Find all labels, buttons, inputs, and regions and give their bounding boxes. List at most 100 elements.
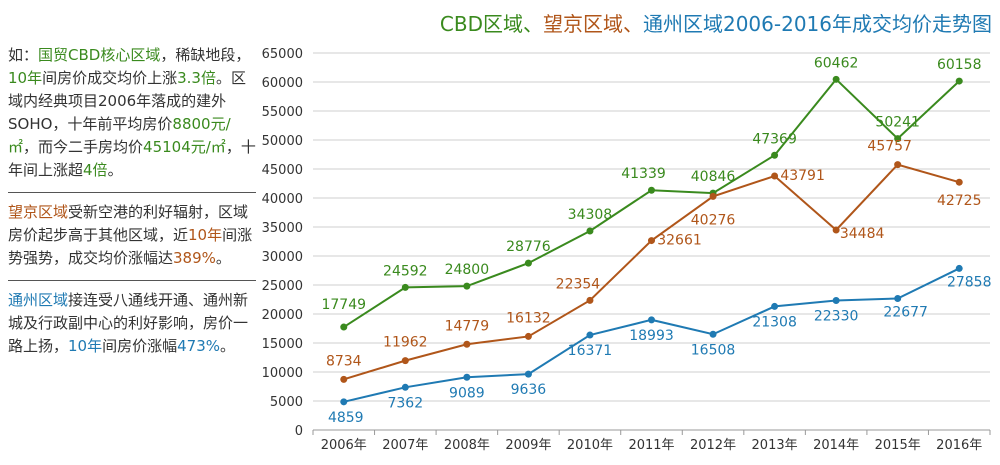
commentary-text: 。区域内经典项目2006年落成的建外SOHO，十年前平均房价 xyxy=(8,69,246,133)
commentary-text: 接连受八通线开通、通州新城及行政副中心的利好影响，房价一路上扬， xyxy=(8,291,249,355)
wangjing-data-point xyxy=(771,172,779,180)
wangjing-data-label: 11962 xyxy=(383,335,428,351)
commentary-text: 如： xyxy=(8,46,39,64)
cbd-data-label: 50241 xyxy=(875,115,920,131)
commentary-text: 10年 xyxy=(8,69,43,87)
wangjing-data-point xyxy=(340,375,348,383)
wangjing-data-point xyxy=(709,192,717,200)
wangjing-data-point xyxy=(401,357,409,365)
tongzhou-data-label: 16508 xyxy=(691,342,736,358)
commentary-text: 8800元/㎡ xyxy=(8,115,231,156)
wangjing-data-point xyxy=(463,340,471,348)
cbd-data-label: 47369 xyxy=(752,131,797,147)
cbd-data-label: 24800 xyxy=(445,262,490,278)
y-tick-label: 25000 xyxy=(262,279,303,294)
cbd-commentary: 如：国贸CBD核心区域，稀缺地段， 10年间房价成交均价上涨3.3倍。区域内经典项… xyxy=(8,44,258,188)
cbd-data-point xyxy=(771,151,779,159)
y-tick-label: 0 xyxy=(295,424,303,439)
commentary-text: 国贸CBD核心区域 xyxy=(38,46,161,64)
wangjing-data-label: 16132 xyxy=(506,310,551,326)
title-part: 望京区域、 xyxy=(542,12,643,36)
cbd-data-point xyxy=(463,282,471,290)
tongzhou-data-point xyxy=(586,331,594,339)
wangjing-data-point xyxy=(586,296,594,304)
chart-title: CBD区域、望京区域、通州区域2006-2016年成交均价走势图 xyxy=(360,8,992,37)
wangjing-data-point xyxy=(894,161,902,169)
x-tick-label: 2011年 xyxy=(628,438,674,453)
cbd-data-point xyxy=(340,323,348,331)
wangjing-data-label: 42725 xyxy=(937,193,982,209)
commentary-text: 4倍 xyxy=(83,161,108,179)
cbd-data-label: 17749 xyxy=(321,297,366,313)
commentary-text: 3.3倍 xyxy=(177,69,216,87)
cbd-data-label: 60158 xyxy=(937,57,982,73)
tongzhou-data-label: 27858 xyxy=(947,274,992,290)
x-tick-label: 2006年 xyxy=(321,438,367,453)
wangjing-data-label: 40276 xyxy=(691,212,736,228)
cbd-data-point xyxy=(401,283,409,291)
tongzhou-data-point xyxy=(524,370,532,378)
x-tick-label: 2012年 xyxy=(690,438,736,453)
divider xyxy=(8,280,256,281)
y-tick-label: 15000 xyxy=(262,337,303,352)
cbd-data-label: 24592 xyxy=(383,263,428,279)
commentary-text: 。 xyxy=(215,249,231,267)
cbd-data-point xyxy=(586,227,594,235)
commentary-text: 10年 xyxy=(188,226,223,244)
cbd-data-label: 34308 xyxy=(568,207,613,223)
y-tick-label: 65000 xyxy=(262,47,303,62)
wangjing-data-point xyxy=(955,178,963,186)
tongzhou-data-point xyxy=(709,330,717,338)
tongzhou-data-label: 9089 xyxy=(449,385,485,401)
cbd-data-point xyxy=(955,77,963,85)
cbd-data-label: 28776 xyxy=(506,239,551,255)
title-part: CBD区域、 xyxy=(439,12,543,36)
tongzhou-data-label: 4859 xyxy=(328,410,364,426)
tongzhou-data-label: 22677 xyxy=(883,304,928,320)
tongzhou-data-point xyxy=(401,383,409,391)
x-tick-label: 2014年 xyxy=(813,438,859,453)
y-tick-label: 55000 xyxy=(262,105,303,120)
tongzhou-data-label: 16371 xyxy=(568,343,613,359)
tongzhou-data-label: 21308 xyxy=(752,314,797,330)
x-tick-label: 2016年 xyxy=(936,438,982,453)
cbd-series-line xyxy=(343,77,960,328)
y-tick-label: 45000 xyxy=(262,163,303,178)
commentary-text: 间房价成交均价上涨 xyxy=(42,69,178,87)
wangjing-data-point xyxy=(648,237,655,245)
title-part: 通州区域2006-2016年成交均价走势图 xyxy=(642,12,992,36)
commentary-text: 。 xyxy=(220,337,236,355)
commentary-text: ，而今二手房均价 xyxy=(23,138,144,156)
wangjing-data-label: 8734 xyxy=(326,353,362,369)
tongzhou-data-point xyxy=(340,398,348,406)
x-tick-label: 2008年 xyxy=(444,438,490,453)
commentary-text: 。 xyxy=(107,161,123,179)
wangjing-data-label: 22354 xyxy=(556,276,601,292)
y-tick-label: 40000 xyxy=(262,192,303,207)
wangjing-series-line xyxy=(343,163,960,381)
commentary-text: ，稀缺地段， xyxy=(160,46,251,64)
cbd-data-point xyxy=(524,259,532,267)
tongzhou-data-label: 7362 xyxy=(387,395,423,411)
cbd-data-label: 40846 xyxy=(691,169,736,185)
wangjing-data-point xyxy=(832,226,840,234)
wangjing-data-label: 43791 xyxy=(780,168,825,184)
divider xyxy=(8,192,256,193)
commentary-text: 389% xyxy=(173,249,216,267)
tongzhou-data-label: 9636 xyxy=(511,382,547,398)
tongzhou-data-point xyxy=(894,294,902,302)
cbd-data-point xyxy=(648,186,655,194)
y-tick-label: 30000 xyxy=(262,250,303,265)
commentary-text: 45104元/㎡ xyxy=(143,138,226,156)
commentary-text: 通州区域 xyxy=(8,291,69,309)
commentary-text: ，十年间上涨超 xyxy=(8,138,256,179)
wangjing-commentary: 望京区域受新空港的利好辐射，区域房价起步高于其他区域，近10年间涨势强势，成交均… xyxy=(8,201,258,276)
tongzhou-commentary: 通州区域接连受八通线开通、通州新城及行政副中心的利好影响，房价一路上扬，10年间… xyxy=(8,289,258,364)
cbd-data-point xyxy=(832,75,840,83)
x-tick-label: 2009年 xyxy=(505,438,551,453)
commentary-text: 473% xyxy=(177,337,221,355)
wangjing-data-label: 32661 xyxy=(657,233,702,249)
commentary-text: 间涨势强势，成交均价涨幅达 xyxy=(8,226,253,267)
y-tick-label: 20000 xyxy=(262,308,303,323)
